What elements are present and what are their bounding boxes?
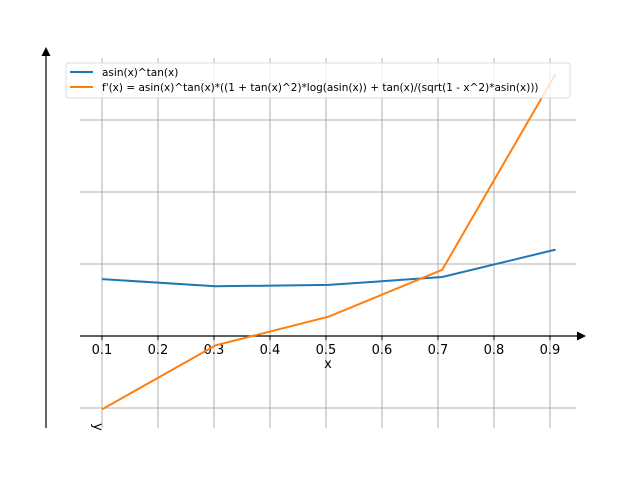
legend: asin(x)^tan(x) f'(x) = asin(x)^tan(x)*((… [65,62,571,99]
series-lines [101,73,557,411]
series-line-0 [101,248,556,288]
y-axis-label: y [90,423,105,431]
legend-label-1: f'(x) = asin(x)^tan(x)*((1 + tan(x)^2)*l… [102,82,539,94]
x-tick-label: 0.7 [428,343,449,358]
x-axis-arrow-icon [577,331,586,341]
series-line-1 [101,73,557,411]
x-tick-label: 0.5 [316,343,337,358]
axes [41,47,586,428]
y-axis-arrow-icon [41,47,51,56]
x-tick-label: 0.1 [92,343,113,358]
x-tick-label: 0.4 [260,343,281,358]
legend-label-0: asin(x)^tan(x) [102,67,178,79]
x-tick-label: 0.8 [484,343,505,358]
x-tick-label: 0.9 [540,343,561,358]
x-tick-labels: 0.1 0.2 0.3 0.4 0.5 0.6 0.7 0.8 0.9 [92,336,561,358]
x-tick-label: 0.6 [372,343,393,358]
x-axis-label: x [324,357,332,372]
x-tick-label: 0.3 [204,343,225,358]
legend-box [65,62,571,99]
grid [80,58,576,428]
x-tick-label: 0.2 [148,343,169,358]
